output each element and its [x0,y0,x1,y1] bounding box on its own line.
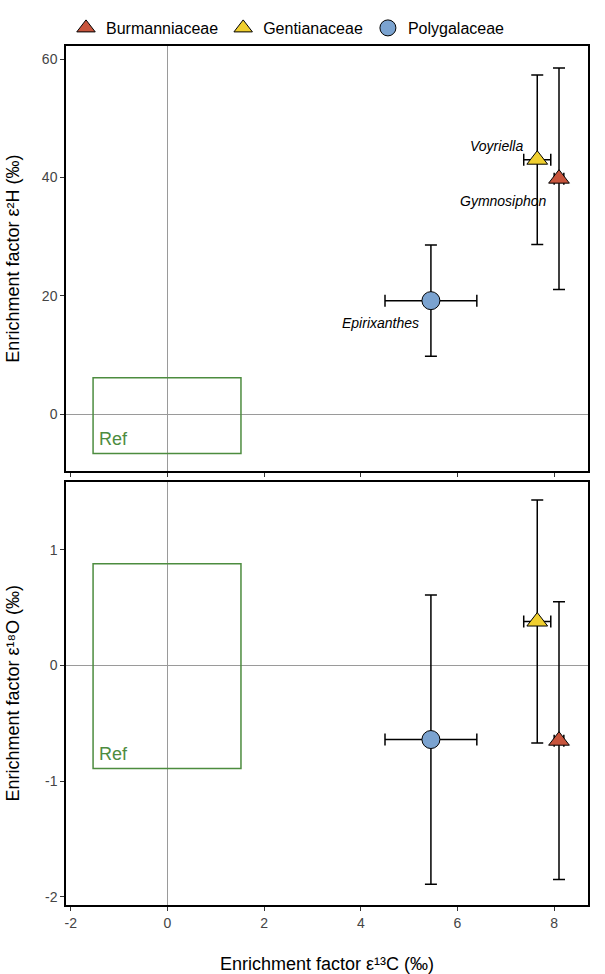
svg-text:4: 4 [357,915,365,931]
svg-text:6: 6 [454,915,462,931]
svg-text:-2: -2 [45,889,58,905]
svg-text:40: 40 [42,169,58,185]
svg-text:Polygalaceae: Polygalaceae [408,20,504,37]
svg-text:Ref: Ref [99,744,128,764]
svg-text:60: 60 [42,51,58,67]
svg-text:Enrichment factor ε²H (‰): Enrichment factor ε²H (‰) [4,155,24,363]
svg-text:0: 0 [50,406,58,422]
svg-text:-2: -2 [65,915,78,931]
svg-text:1: 1 [50,542,58,558]
svg-text:Epirixanthes: Epirixanthes [342,315,419,331]
svg-text:0: 0 [50,657,58,673]
svg-text:Burmanniaceae: Burmanniaceae [106,20,218,37]
svg-text:8: 8 [550,915,558,931]
svg-text:Gymnosiphon: Gymnosiphon [460,193,547,209]
svg-text:Enrichment factor ε¹³C (‰): Enrichment factor ε¹³C (‰) [220,954,434,974]
svg-text:20: 20 [42,288,58,304]
svg-text:-1: -1 [45,773,58,789]
svg-text:Enrichment factor ε¹⁸O (‰): Enrichment factor ε¹⁸O (‰) [4,585,24,802]
svg-text:Gentianaceae: Gentianaceae [263,20,363,37]
svg-text:Ref: Ref [99,429,128,449]
svg-text:2: 2 [260,915,268,931]
svg-text:0: 0 [164,915,172,931]
svg-text:Voyriella: Voyriella [470,138,523,154]
